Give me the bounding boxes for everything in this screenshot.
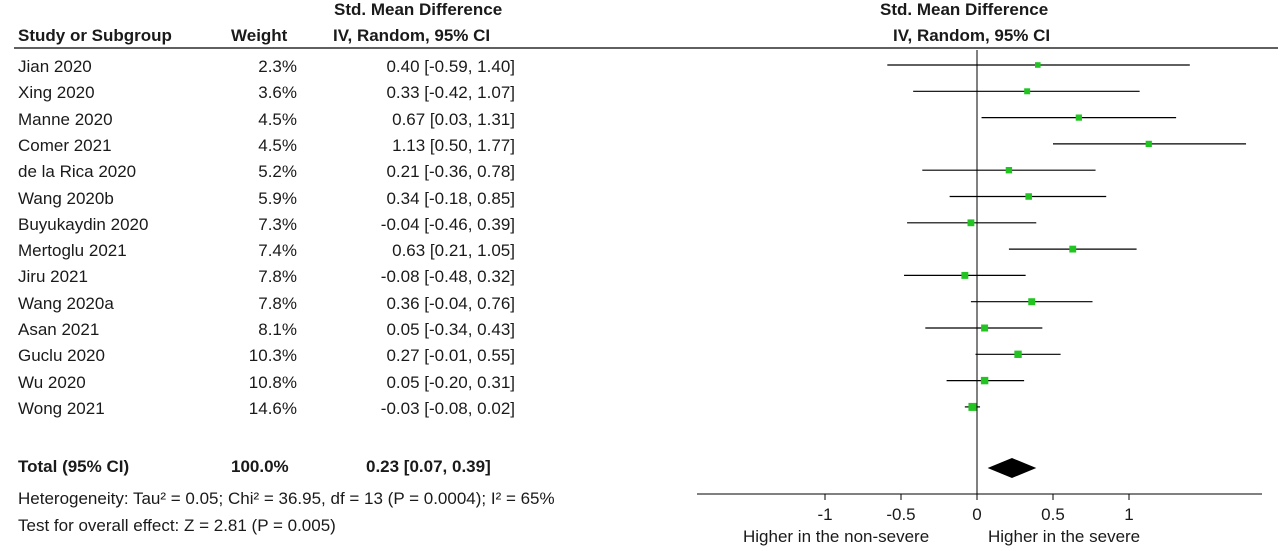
study-ci: -0.04 [-0.46, 0.39] (380, 214, 515, 234)
study-name: Wong 2021 (18, 398, 105, 418)
study-name: Wang 2020a (18, 293, 114, 313)
total-ci: 0.23 [0.07, 0.39] (366, 457, 491, 476)
study-name: Jiru 2021 (18, 267, 88, 287)
study-ci: 0.05 [-0.20, 0.31] (386, 372, 515, 392)
study-ci: 0.36 [-0.04, 0.76] (386, 293, 515, 313)
study-name: de la Rica 2020 (18, 162, 137, 182)
study-weight: 8.1% (258, 320, 297, 339)
x-tick-label: 0.5 (1041, 505, 1065, 524)
study-point (1014, 350, 1022, 358)
study-weight: 3.6% (258, 83, 297, 103)
study-ci: 0.33 [-0.42, 1.07] (386, 83, 515, 103)
study-ci: 0.05 [-0.34, 0.43] (386, 320, 515, 339)
study-ci: 0.63 [0.21, 1.05] (392, 241, 515, 261)
study-point (1145, 140, 1152, 148)
heterogeneity-text: Heterogeneity: Tau² = 0.05; Chi² = 36.95… (18, 489, 555, 508)
study-point (980, 376, 989, 385)
study-point (1035, 62, 1041, 68)
study-weight: 4.5% (258, 109, 297, 129)
favours-left-label: Higher in the non-severe (743, 527, 930, 546)
weight-column-header: Weight (231, 26, 288, 45)
study-ci: 0.34 [-0.18, 0.85] (386, 188, 515, 208)
study-point (1005, 167, 1013, 174)
study-name: Asan 2021 (18, 320, 100, 339)
study-name: Manne 2020 (18, 109, 113, 129)
study-point (1028, 298, 1036, 306)
study-name: Wu 2020 (18, 372, 86, 392)
x-tick-label: -1 (817, 505, 832, 524)
study-ci: 0.67 [0.03, 1.31] (392, 109, 515, 129)
study-weight: 7.8% (258, 267, 297, 287)
study-point (967, 219, 975, 227)
study-ci: 0.40 [-0.59, 1.40] (386, 57, 515, 76)
plot-header-top: Std. Mean Difference (880, 0, 1049, 19)
total-label: Total (95% CI) (18, 457, 130, 476)
study-ci: -0.03 [-0.08, 0.02] (380, 398, 515, 418)
study-name: Mertoglu 2021 (18, 241, 127, 261)
study-name: Jian 2020 (18, 57, 92, 76)
study-ci: 0.27 [-0.01, 0.55] (386, 346, 515, 366)
study-ci: 0.21 [-0.36, 0.78] (386, 162, 515, 182)
study-point (1069, 245, 1077, 253)
x-tick-label: -0.5 (886, 505, 915, 524)
study-point (961, 271, 969, 279)
plot-header-sub: IV, Random, 95% CI (893, 26, 1051, 45)
favours-right-label: Higher in the severe (988, 527, 1141, 546)
effect-column-header: IV, Random, 95% CI (333, 26, 491, 45)
study-point (981, 324, 989, 332)
study-name: Buyukaydin 2020 (18, 214, 149, 234)
study-ci: 1.13 [0.50, 1.77] (392, 135, 515, 155)
study-weight: 10.8% (248, 372, 297, 392)
study-ci: -0.08 [-0.48, 0.32] (380, 267, 515, 287)
effect-header-top: Std. Mean Difference (334, 0, 503, 19)
study-weight: 5.2% (258, 162, 297, 182)
overall-effect-text: Test for overall effect: Z = 2.81 (P = 0… (18, 516, 336, 535)
study-weight: 7.8% (258, 293, 297, 313)
study-weight: 2.3% (258, 57, 297, 76)
study-weight: 7.4% (258, 241, 297, 261)
study-point (968, 402, 977, 411)
study-weight: 5.9% (258, 188, 297, 208)
study-name: Xing 2020 (18, 83, 95, 103)
study-name: Guclu 2020 (18, 346, 105, 366)
x-tick-label: 0 (972, 505, 981, 524)
study-weight: 4.5% (258, 135, 297, 155)
study-point (1025, 193, 1032, 200)
study-weight: 14.6% (248, 398, 297, 418)
study-weight: 10.3% (248, 346, 297, 366)
pooled-diamond (987, 458, 1037, 478)
study-point (1024, 88, 1031, 95)
study-point (1075, 114, 1082, 121)
study-name: Wang 2020b (18, 188, 114, 208)
x-tick-label: 1 (1124, 505, 1133, 524)
study-column-header: Study or Subgroup (18, 26, 172, 45)
total-weight: 100.0% (231, 457, 289, 476)
study-weight: 7.3% (258, 214, 297, 234)
study-name: Comer 2021 (18, 135, 112, 155)
